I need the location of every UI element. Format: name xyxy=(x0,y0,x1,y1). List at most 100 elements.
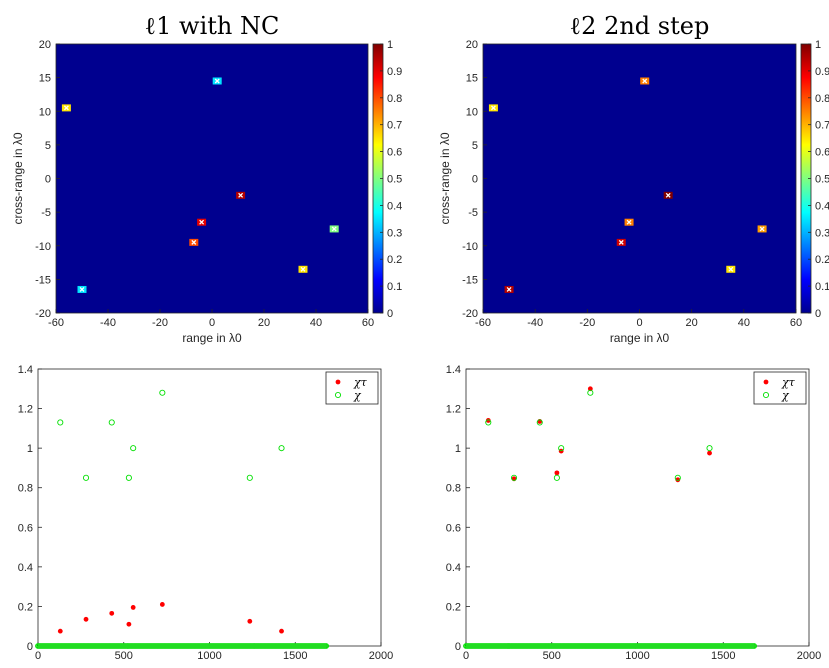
y-tick-label: 0 xyxy=(27,641,33,653)
data-point-chi-tau xyxy=(109,610,115,616)
zero-band xyxy=(38,643,327,649)
colorbar-tick-label: 0.2 xyxy=(387,254,402,266)
true-position-marker xyxy=(506,287,512,292)
y-tick-label: 5 xyxy=(45,140,51,152)
x-tick-label: -60 xyxy=(48,317,64,329)
colorbar-tick-label: 0.5 xyxy=(387,174,402,186)
data-point-chi xyxy=(536,419,543,426)
legend-box xyxy=(325,371,379,405)
y-axis-label: cross-range in λ0 xyxy=(11,132,25,224)
y-tick-label: 0 xyxy=(45,174,51,186)
data-point-chi-tau xyxy=(675,477,681,483)
data-point-chi xyxy=(558,445,565,452)
data-point-chi-tau xyxy=(57,628,63,634)
legend: χτχ xyxy=(325,371,379,405)
x-tick-label: -60 xyxy=(475,317,491,329)
y-tick-label: 1 xyxy=(455,443,461,455)
y-tick-label: 20 xyxy=(39,39,51,51)
legend-marker xyxy=(762,391,770,399)
data-point-chi xyxy=(553,474,560,481)
y-tick-label: 0 xyxy=(455,641,461,653)
true-position-marker xyxy=(759,226,765,232)
x-tick-label: 40 xyxy=(738,317,750,329)
legend-label: χτ xyxy=(781,376,796,389)
data-point-chi xyxy=(159,389,166,396)
colorbar-tick-label: 1 xyxy=(815,39,821,51)
y-tick-label: -15 xyxy=(462,274,478,286)
y-axis-label: cross-range in λ0 xyxy=(438,132,452,224)
legend-label: χτ xyxy=(353,376,368,389)
data-point-chi xyxy=(674,474,681,481)
true-position-marker xyxy=(665,192,671,198)
data-point-chi xyxy=(587,389,594,396)
panel-title: ℓ2 2nd step xyxy=(570,12,710,40)
scatter-panel: 0 500 1000 1500 2000 0 0.2 0.4 0.6 0.8 1 1.2 1.4 χτχ xyxy=(446,364,822,662)
y-tick-label: 0.4 xyxy=(18,562,33,574)
x-tick-label: 0 xyxy=(35,650,41,662)
y-tick-label: 1 xyxy=(27,443,33,455)
true-position-marker xyxy=(728,266,734,272)
data-point-chi xyxy=(246,474,253,481)
y-tick-label: 0.6 xyxy=(18,522,33,534)
x-tick-label: 1000 xyxy=(625,650,649,662)
data-point-chi xyxy=(57,419,64,426)
true-position-marker xyxy=(626,219,632,225)
colorbar-tick-label: 0.3 xyxy=(387,227,402,239)
colorbar-tick-label: 0.9 xyxy=(815,66,829,78)
x-tick-label: 40 xyxy=(310,317,322,329)
x-tick-label: 60 xyxy=(362,317,374,329)
y-tick-label: 0.2 xyxy=(446,601,461,613)
colorbar-tick-label: 0.3 xyxy=(815,227,829,239)
colorbar-tick-label: 0.5 xyxy=(815,174,829,186)
data-point-chi xyxy=(278,445,285,452)
x-tick-label: -20 xyxy=(152,317,168,329)
heatmap-background xyxy=(483,44,796,313)
true-position-marker xyxy=(490,105,496,111)
x-tick-label: 20 xyxy=(686,317,698,329)
true-position-marker xyxy=(331,226,337,232)
x-tick-label: 1500 xyxy=(711,650,735,662)
colorbar-tick-label: 0.6 xyxy=(387,147,402,159)
data-point-chi xyxy=(485,419,492,426)
colorbar-tick-label: 0 xyxy=(815,308,821,320)
y-tick-label: 0.4 xyxy=(446,562,461,574)
x-tick-label: -40 xyxy=(527,317,543,329)
data-point-chi-tau xyxy=(554,470,560,476)
legend-label: χ xyxy=(781,389,790,402)
colorbar-tick-label: 0.7 xyxy=(387,120,402,132)
axes-frame xyxy=(465,368,810,647)
x-tick-label: 0 xyxy=(636,317,642,329)
y-tick-label: -20 xyxy=(462,308,478,320)
heatmap-panel: -60 -40 -20 0 20 40 60-20-15-10-505101520range… xyxy=(438,39,829,345)
legend-label: χ xyxy=(353,389,362,402)
colorbar-tick-label: 1 xyxy=(387,39,393,51)
true-position-marker xyxy=(79,287,85,292)
scatter-panel: 0 500 1000 1500 2000 0 0.2 0.4 0.6 0.8 1 1.2 1.4 χτχ xyxy=(18,364,394,662)
y-tick-label: -15 xyxy=(35,274,51,286)
y-tick-label: 0.6 xyxy=(446,522,461,534)
true-position-marker xyxy=(199,219,205,225)
x-tick-label: 2000 xyxy=(797,650,821,662)
x-tick-label: 500 xyxy=(115,650,133,662)
y-tick-label: 10 xyxy=(466,106,478,118)
true-position-marker xyxy=(238,192,244,198)
x-tick-label: -40 xyxy=(100,317,116,329)
y-tick-label: 1.4 xyxy=(446,364,461,376)
y-tick-label: 1.2 xyxy=(18,404,33,416)
y-tick-label: -10 xyxy=(35,241,51,253)
y-tick-label: 0.8 xyxy=(446,483,461,495)
data-point-chi-tau xyxy=(126,621,132,627)
x-tick-label: 20 xyxy=(258,317,270,329)
data-point-chi-tau xyxy=(83,616,89,622)
zero-band xyxy=(466,643,755,649)
colorbar-tick-label: 0.9 xyxy=(387,66,402,78)
data-point-chi-tau xyxy=(130,605,136,610)
data-point-chi xyxy=(125,474,132,481)
y-tick-label: 0.2 xyxy=(18,601,33,613)
heatmap-background xyxy=(56,44,368,313)
data-point-chi-tau xyxy=(279,628,284,634)
legend-marker xyxy=(334,391,342,399)
y-tick-label: 5 xyxy=(472,140,478,152)
data-point-chi-tau xyxy=(485,418,491,423)
